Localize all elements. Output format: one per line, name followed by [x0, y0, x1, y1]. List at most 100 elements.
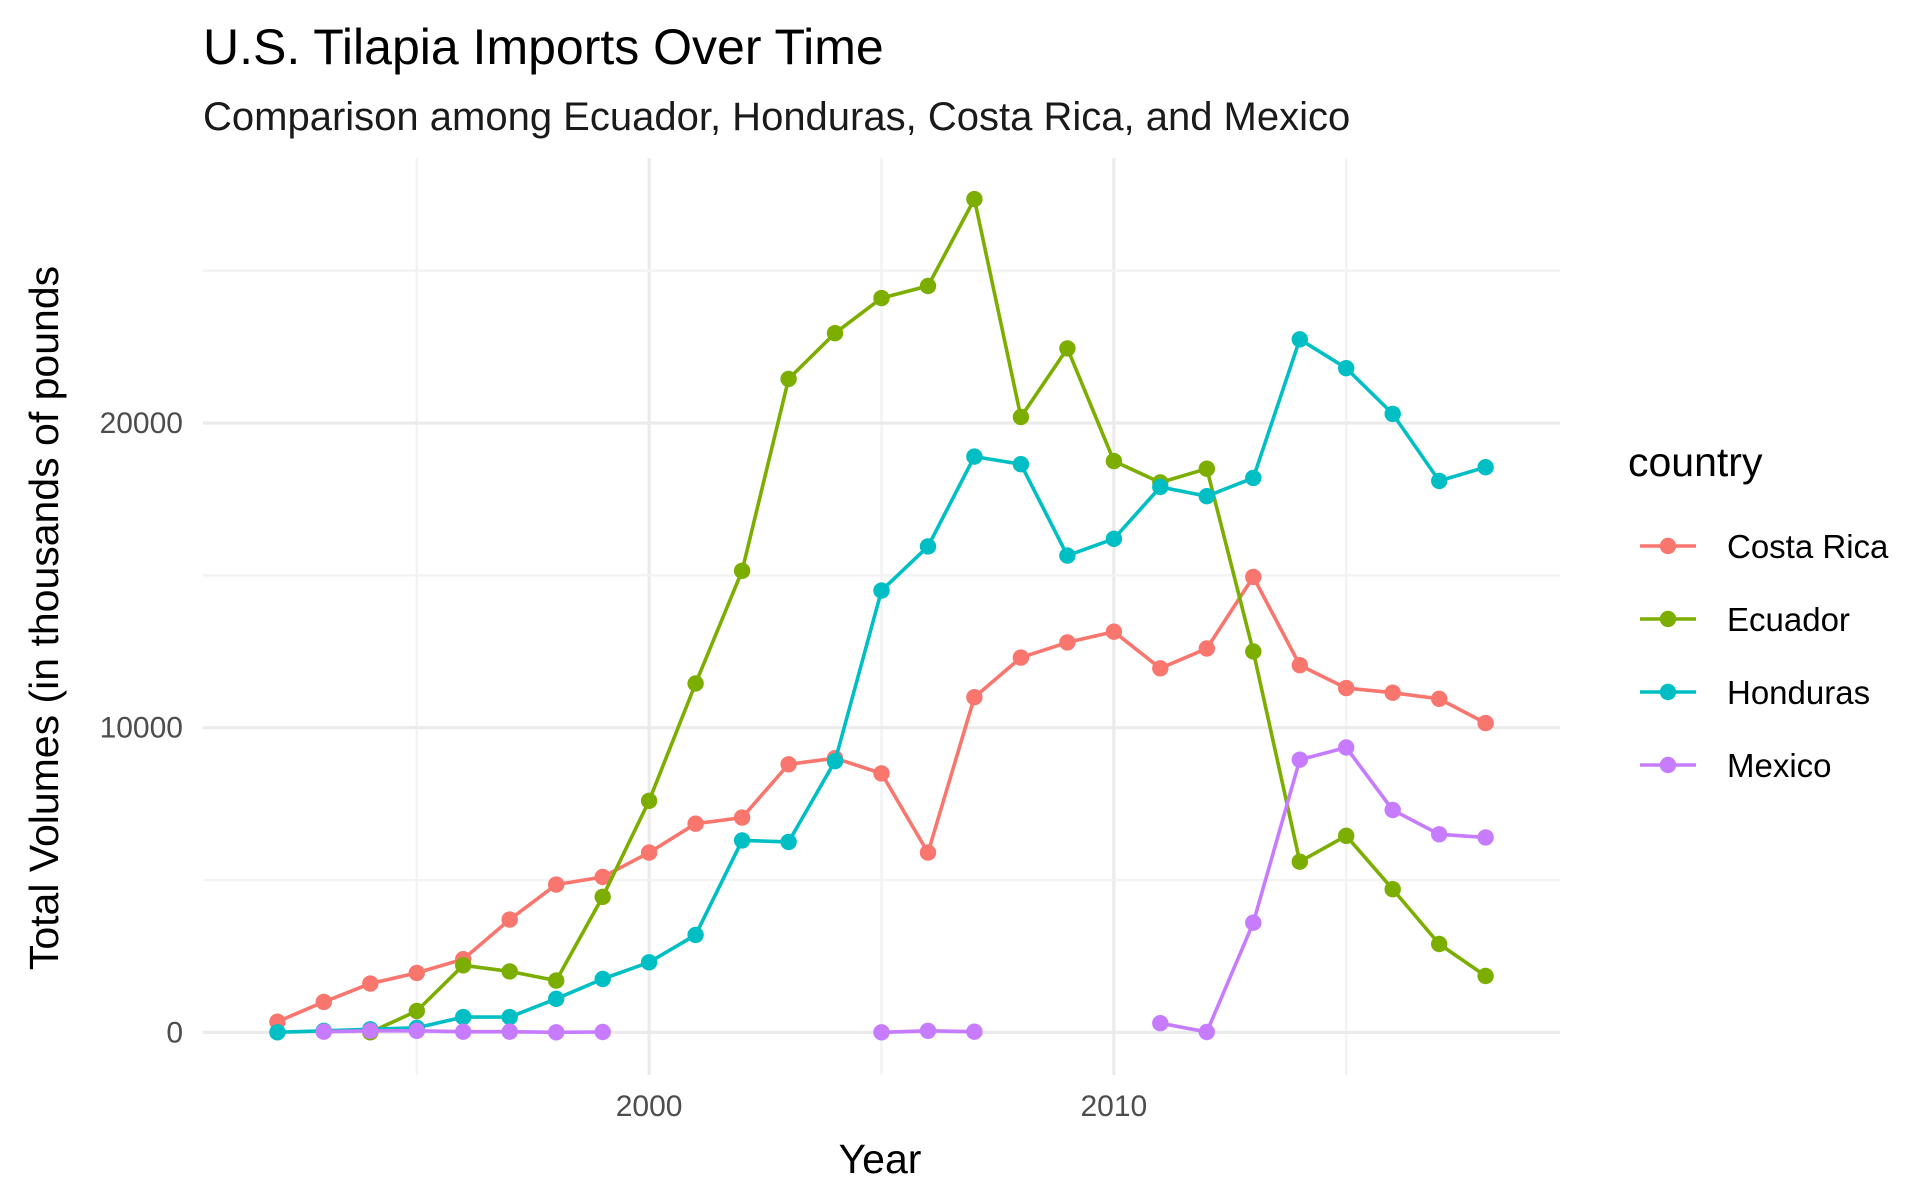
data-point-costa-rica	[501, 911, 518, 928]
data-point-ecuador	[873, 289, 890, 307]
data-point-honduras	[873, 582, 890, 599]
data-point-mexico	[1152, 1015, 1169, 1032]
data-point-ecuador	[919, 277, 937, 295]
data-point-honduras	[966, 448, 983, 465]
x-tick-label: 2000	[616, 1090, 683, 1123]
data-point-honduras	[733, 832, 751, 849]
legend-label: Costa Rica	[1727, 528, 1889, 565]
data-point-ecuador	[687, 675, 704, 692]
data-point-mexico	[408, 1022, 425, 1039]
data-point-ecuador	[826, 325, 844, 342]
data-point-costa-rica	[1245, 568, 1262, 586]
legend-item-costa-rica: Costa Rica	[1640, 528, 1889, 565]
data-point-mexico	[315, 1023, 332, 1040]
chart-subtitle: Comparison among Ecuador, Honduras, Cost…	[203, 95, 1350, 139]
data-point-ecuador	[1338, 827, 1355, 844]
data-point-ecuador	[1245, 643, 1262, 660]
data-point-costa-rica	[1384, 684, 1401, 701]
data-point-mexico	[1338, 739, 1355, 756]
legend-label: Mexico	[1727, 747, 1832, 784]
legend-key-point	[1659, 610, 1677, 628]
data-point-costa-rica	[1431, 690, 1448, 707]
data-point-costa-rica	[966, 689, 983, 706]
data-point-honduras	[1198, 488, 1216, 505]
data-point-ecuador	[1105, 452, 1123, 470]
plot-series	[269, 190, 1494, 1041]
y-tick-label: 0	[166, 1016, 183, 1049]
data-point-mexico	[1245, 914, 1262, 931]
data-point-costa-rica	[1152, 660, 1169, 677]
data-point-costa-rica	[408, 964, 425, 982]
data-point-honduras	[780, 833, 797, 851]
data-point-costa-rica	[780, 756, 797, 773]
data-point-costa-rica	[362, 975, 379, 992]
legend-title: country	[1628, 439, 1763, 485]
data-point-costa-rica	[1338, 679, 1355, 697]
data-point-costa-rica	[594, 868, 611, 886]
data-point-ecuador	[1291, 853, 1309, 870]
data-point-honduras	[826, 753, 844, 770]
series-line-mexico	[1158, 745, 1488, 1034]
data-point-costa-rica	[548, 876, 565, 893]
legend-label: Honduras	[1727, 674, 1870, 711]
data-point-honduras	[501, 1008, 518, 1026]
data-point-ecuador	[501, 963, 518, 980]
data-point-mexico	[1198, 1023, 1216, 1041]
data-point-ecuador	[1059, 340, 1076, 357]
series-ecuador	[362, 190, 1494, 1041]
data-point-costa-rica	[1291, 657, 1309, 674]
data-point-costa-rica	[1012, 649, 1030, 666]
data-point-costa-rica	[1105, 623, 1123, 640]
data-point-mexico	[1477, 829, 1494, 846]
data-point-honduras	[687, 926, 704, 944]
data-point-ecuador	[408, 1002, 425, 1020]
data-point-honduras	[1105, 530, 1123, 547]
data-point-costa-rica	[640, 844, 658, 861]
legend-key-point	[1659, 756, 1677, 774]
data-point-honduras	[1245, 469, 1262, 487]
legend-key-point	[1659, 537, 1677, 555]
data-point-ecuador	[966, 190, 983, 208]
data-point-mexico	[501, 1023, 518, 1040]
y-tick-label: 10000	[100, 712, 183, 745]
data-point-mexico	[966, 1023, 983, 1040]
data-point-ecuador	[594, 888, 611, 905]
data-point-costa-rica	[1477, 714, 1494, 732]
data-point-mexico	[1384, 801, 1401, 819]
data-point-honduras	[1477, 459, 1494, 476]
data-point-honduras	[1338, 360, 1355, 377]
data-point-honduras	[1059, 547, 1076, 564]
data-point-honduras	[919, 538, 937, 555]
legend-item-mexico: Mexico	[1640, 747, 1832, 784]
data-point-costa-rica	[733, 809, 751, 826]
data-point-ecuador	[1012, 408, 1030, 426]
legend-item-honduras: Honduras	[1640, 674, 1870, 711]
data-point-costa-rica	[315, 993, 332, 1011]
data-point-ecuador	[780, 370, 797, 388]
series-costa-rica	[269, 568, 1494, 1030]
data-point-ecuador	[640, 792, 658, 809]
axis-ticks: 2000 2010 0 10000 20000	[100, 407, 1148, 1123]
data-point-honduras	[640, 954, 658, 971]
data-point-mexico	[548, 1024, 565, 1041]
data-point-costa-rica	[687, 815, 704, 832]
y-tick-label: 20000	[100, 407, 183, 440]
data-point-ecuador	[1384, 881, 1401, 898]
series-line-ecuador	[368, 197, 1488, 1035]
x-axis-title: Year	[839, 1136, 922, 1182]
data-point-mexico	[455, 1023, 472, 1040]
legend-key-point	[1659, 683, 1677, 701]
series-mexico	[315, 739, 1494, 1041]
data-point-honduras	[1152, 478, 1169, 496]
data-point-honduras	[1384, 405, 1401, 423]
data-point-honduras	[548, 990, 565, 1007]
data-point-mexico	[362, 1022, 379, 1039]
data-point-ecuador	[733, 562, 751, 579]
chart-title: U.S. Tilapia Imports Over Time	[203, 19, 884, 75]
data-point-honduras	[455, 1008, 472, 1026]
data-point-honduras	[1012, 456, 1030, 473]
x-tick-label: 2010	[1080, 1090, 1147, 1123]
data-point-mexico	[873, 1024, 890, 1041]
data-point-honduras	[1291, 331, 1309, 348]
